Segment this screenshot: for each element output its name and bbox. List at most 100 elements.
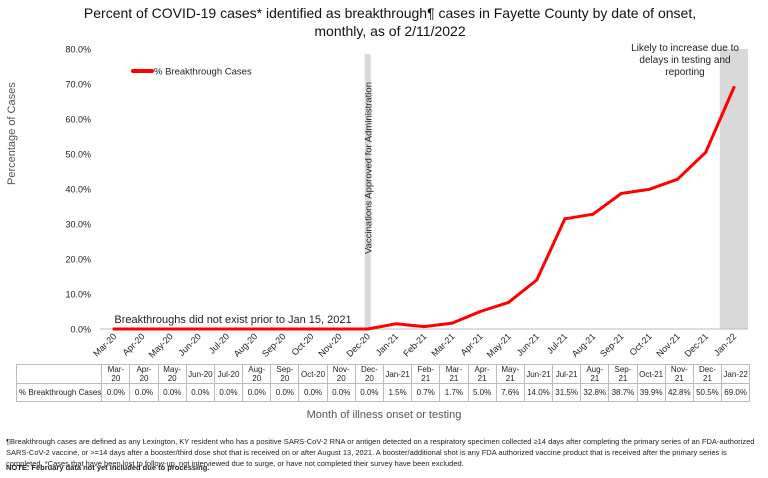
table-value-cell: 0.0% [129,383,159,402]
increase-note-line: Likely to increase due to [631,43,739,54]
y-tick-label: 10.0% [65,290,91,300]
chart-title: Percent of COVID-19 cases* identified as… [83,5,697,39]
table-header-cell: Mar- 20 [101,364,131,384]
breakthrough-note: Breakthroughs did not exist prior to Jan… [114,314,351,326]
table-value-cell: 42.8% [664,383,694,402]
table-value-cell: 5.0% [467,383,497,402]
table-header-cell: Dec- 20 [354,364,384,384]
data-point [676,177,680,181]
table-value-cell: 0.0% [157,383,187,402]
table-header-cell: Mar- 21 [439,364,469,384]
table-value-cell: 69.0% [721,383,751,402]
y-tick-label: 70.0% [65,80,91,90]
y-tick-label: 40.0% [65,185,91,195]
data-point [591,212,595,216]
table-value-cell: 14.0% [523,383,554,402]
table-value-cell: 0.7% [411,383,441,402]
x-tick-label: Feb-21 [401,331,428,358]
data-point [168,327,172,331]
x-axis-label: Month of illness onset or testing [306,409,462,421]
x-tick-label: Mar-21 [429,331,456,358]
table-header-cell: Apr- 20 [129,364,159,384]
table-value-cell: 31.5% [552,383,582,402]
data-point [619,192,623,196]
table-value-cell: 0.0% [101,383,131,402]
x-tick-label: Jan-22 [712,331,739,358]
data-table-header-row: Mar- 20 Apr- 20 May- 20 Jun-20 Jul-20 Aug- 20 Sep-… [15,364,751,384]
data-point [197,327,201,331]
data-point [450,321,454,325]
table-header-cell: Jul-20 [213,364,244,384]
y-tick-label: 30.0% [65,220,91,230]
x-tick-label: Nov-21 [654,331,682,359]
data-point [225,327,229,331]
incomplete-data-shade [719,49,748,329]
data-point [535,278,539,282]
table-value-cell: 50.5% [692,383,723,402]
table-header-cell: May- 20 [157,364,187,384]
table-header-cell: Jun-20 [185,364,215,384]
data-point [337,327,341,331]
table-value-cell: 0.0% [242,383,272,402]
table-value-cell: 39.9% [636,383,666,402]
table-value-cell: 0.0% [213,383,244,402]
data-point [281,327,285,331]
data-point [309,327,313,331]
x-tick-label: Jun-21 [515,331,542,358]
x-tick-label: Aug-20 [232,331,260,359]
table-corner-cell [15,364,103,384]
x-tick-label: Apr-20 [121,331,147,357]
table-value-cell: 1.5% [382,383,413,402]
note: NOTE: February data not yet included due… [6,463,210,472]
x-tick-label: Sep-21 [598,331,626,359]
table-row-label: % Breakthrough Cases [15,383,103,402]
footnote: ¶Breakthrough cases are defined as any L… [6,437,755,468]
data-point [563,217,567,221]
vaccination-annotation: Vaccinations Approved for Administration [364,82,375,254]
legend-label: % Breakthrough Cases [154,67,252,78]
table-header-cell: Dec- 21 [692,364,723,384]
table-header-cell: Jul-21 [552,364,582,384]
x-tick-label: Nov-20 [316,331,344,359]
table-header-cell: Jan-21 [382,364,413,384]
y-axis-label: Percentage of Cases [6,82,18,185]
table-header-cell: Oct-21 [636,364,666,384]
data-point [647,187,651,191]
table-value-cell: 32.8% [580,383,610,402]
increase-note-line: reporting [665,67,704,78]
data-point [140,327,144,331]
x-tick-label: May-20 [147,331,175,359]
data-point [394,322,398,326]
table-header-cell: Feb- 21 [411,364,441,384]
x-tick-label: Dec-20 [344,331,372,359]
data-table-value-row: % Breakthrough Cases 0.0% 0.0% 0.0% 0.0% 0.0%… [15,383,751,402]
x-tick-label: Jul-21 [545,331,569,355]
y-tick-label: 50.0% [65,150,91,160]
data-point [112,327,116,331]
line-chart: Vaccinations Approved for Administration… [65,43,748,360]
x-tick-label: May-21 [485,331,513,359]
breakthrough-line [112,86,736,331]
table-header-cell: Nov- 20 [326,364,356,384]
x-tick-label: Oct-21 [628,331,654,357]
table-header-cell: Sep- 20 [270,364,300,384]
table-header-cell: Nov- 21 [664,364,694,384]
table-header-cell: Jan-22 [721,364,751,384]
x-tick-label: Mar-20 [91,331,118,358]
x-tick-label: Apr-21 [459,331,485,357]
table-header-cell: Sep- 21 [608,364,638,384]
table-header-cell: May- 21 [495,364,525,384]
x-tick-label: Dec-21 [683,331,711,359]
table-value-cell: 0.0% [326,383,356,402]
x-tick-label: Jul-20 [207,331,231,355]
table-value-cell: 0.0% [298,383,328,402]
table-header-cell: Apr- 21 [467,364,497,384]
data-point [732,86,736,89]
table-value-cell: 38.7% [608,383,638,402]
table-value-cell: 0.0% [354,383,384,402]
x-tick-label: Sep-20 [260,331,288,359]
table-value-cell: 0.0% [185,383,215,402]
vaccination-marker-band [364,54,371,329]
table-value-cell: 7.6% [495,383,525,402]
data-point [366,327,370,331]
